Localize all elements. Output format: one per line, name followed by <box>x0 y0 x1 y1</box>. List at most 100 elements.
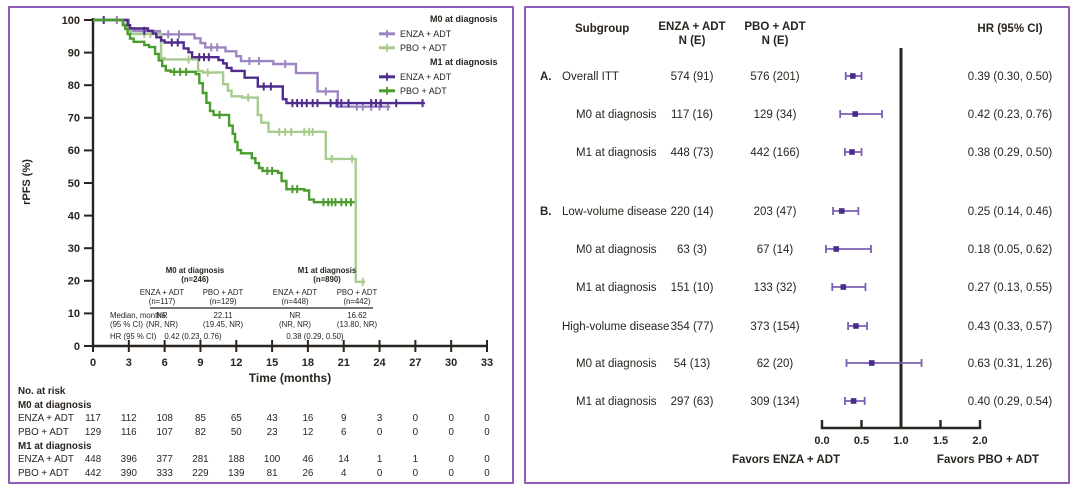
pbo-ne-value: 203 (47) <box>754 206 797 218</box>
pbo-ne-value: 133 (32) <box>754 282 797 294</box>
risk-count: 0 <box>484 468 490 479</box>
hr-marker <box>840 284 847 290</box>
risk-count: 0 <box>377 468 383 479</box>
pbo-ne-value: 442 (166) <box>750 147 799 159</box>
inset-group-n: (n=246) <box>181 275 209 284</box>
y-tick-label: 20 <box>68 276 80 288</box>
y-tick-label: 40 <box>68 210 80 222</box>
hr-ci-text: 0.63 (0.31, 1.26) <box>968 358 1053 370</box>
hr-ci-text: 0.42 (0.23, 0.76) <box>968 109 1053 121</box>
x-tick-label: 27 <box>409 357 421 369</box>
risk-count: 139 <box>228 468 244 479</box>
inset-col-header: ENZA + ADT <box>140 288 185 297</box>
risk-count: 81 <box>267 468 278 479</box>
row-label: M1 at diagnosis <box>576 147 657 159</box>
inset-median-ci: (13.80, NR) <box>337 320 378 329</box>
risk-count: 0 <box>413 413 419 424</box>
hr-marker <box>868 360 875 366</box>
risk-count: 0 <box>448 427 454 438</box>
risk-count: 333 <box>156 468 173 479</box>
risk-count: 1 <box>413 454 418 465</box>
enza-ne-value: 297 (63) <box>671 396 714 408</box>
y-tick-label: 30 <box>68 243 80 255</box>
risk-count: 0 <box>484 454 490 465</box>
hr-ci-text: 0.18 (0.05, 0.62) <box>968 244 1053 256</box>
hr-marker <box>853 323 859 329</box>
risk-count: 0 <box>413 468 419 479</box>
risk-count: 107 <box>156 427 172 438</box>
hr-marker <box>850 398 857 404</box>
risk-row-label: ENZA + ADT <box>18 413 74 424</box>
km-curve-2 <box>93 18 425 105</box>
x-tick-label: 0 <box>90 357 96 369</box>
risk-count: 396 <box>121 454 138 465</box>
favors-pbo-label: Favors PBO + ADT <box>937 454 1039 466</box>
risk-count: 448 <box>85 454 102 465</box>
y-tick-label: 10 <box>68 308 80 320</box>
risk-group-label: M0 at diagnosis <box>18 400 92 411</box>
y-tick-label: 100 <box>62 15 80 27</box>
inset-group-header: M1 at diagnosis <box>298 266 357 275</box>
pbo-ne-value: 576 (201) <box>750 71 799 83</box>
risk-count: 26 <box>302 468 313 479</box>
header-enza-ne: N (E) <box>679 35 706 47</box>
y-tick-label: 90 <box>68 47 80 59</box>
enza-ne-value: 151 (10) <box>671 282 714 294</box>
legend-entry-label: ENZA + ADT <box>400 29 452 39</box>
risk-count: 65 <box>231 413 242 424</box>
x-tick-label: 12 <box>230 357 242 369</box>
legend-entry-label: ENZA + ADT <box>400 72 452 82</box>
enza-ne-value: 117 (16) <box>671 109 713 121</box>
risk-count: 0 <box>377 427 383 438</box>
pbo-ne-value: 62 (20) <box>757 358 794 370</box>
forest-panel: Subgroup ENZA + ADT N (E) PBO + ADT N (E) HR … <box>524 6 1070 484</box>
forest-tick-label: 1.0 <box>893 435 908 447</box>
risk-count: 46 <box>302 454 313 465</box>
pbo-ne-value: 129 (34) <box>754 109 797 121</box>
risk-count: 229 <box>192 468 208 479</box>
x-tick-label: 18 <box>302 357 314 369</box>
risk-count: 16 <box>302 413 313 424</box>
risk-count: 0 <box>448 468 454 479</box>
inset-median-value: NR <box>156 311 168 320</box>
x-tick-label: 6 <box>162 357 168 369</box>
inset-col-n: (n=448) <box>281 297 308 306</box>
inset-col-n: (n=129) <box>209 297 236 306</box>
risk-table-title: No. at risk <box>18 386 66 397</box>
row-label: High-volume disease <box>562 321 669 333</box>
risk-count: 0 <box>448 413 454 424</box>
risk-count: 112 <box>121 413 137 424</box>
risk-group-label: M1 at diagnosis <box>18 441 92 452</box>
header-hr: HR (95% CI) <box>977 23 1042 35</box>
inset-hr-value: 0.38 (0.29, 0.50) <box>286 332 344 341</box>
row-label: M0 at diagnosis <box>576 109 657 121</box>
risk-row-label: PBO + ADT <box>18 427 69 438</box>
risk-count: 82 <box>195 427 206 438</box>
row-label: M1 at diagnosis <box>576 282 657 294</box>
forest-plot-svg: Subgroup ENZA + ADT N (E) PBO + ADT N (E) HR … <box>540 21 1053 466</box>
risk-count: 6 <box>341 427 347 438</box>
y-tick-label: 70 <box>68 113 80 125</box>
risk-count: 377 <box>156 454 172 465</box>
legend-group-header: M1 at diagnosis <box>430 57 498 67</box>
forest-tick-label: 2.0 <box>972 435 987 447</box>
header-enza: ENZA + ADT <box>658 21 725 33</box>
inset-col-header: PBO + ADT <box>337 288 378 297</box>
favors-enza-label: Favors ENZA + ADT <box>732 454 840 466</box>
x-axis-title: Time (months) <box>249 371 331 385</box>
x-tick-label: 3 <box>126 357 132 369</box>
hr-ci-text: 0.38 (0.29, 0.50) <box>968 147 1053 159</box>
risk-count: 14 <box>338 454 349 465</box>
hr-marker <box>852 111 858 117</box>
risk-count: 0 <box>484 413 490 424</box>
enza-ne-value: 574 (91) <box>671 71 714 83</box>
enza-ne-value: 448 (73) <box>671 147 714 159</box>
risk-count: 0 <box>413 427 419 438</box>
inset-median-label-2: (95 % CI) <box>110 320 143 329</box>
risk-count: 23 <box>267 427 278 438</box>
enza-ne-value: 220 (14) <box>671 206 714 218</box>
risk-count: 442 <box>85 468 101 479</box>
row-label: M0 at diagnosis <box>576 358 657 370</box>
risk-count: 9 <box>341 413 346 424</box>
